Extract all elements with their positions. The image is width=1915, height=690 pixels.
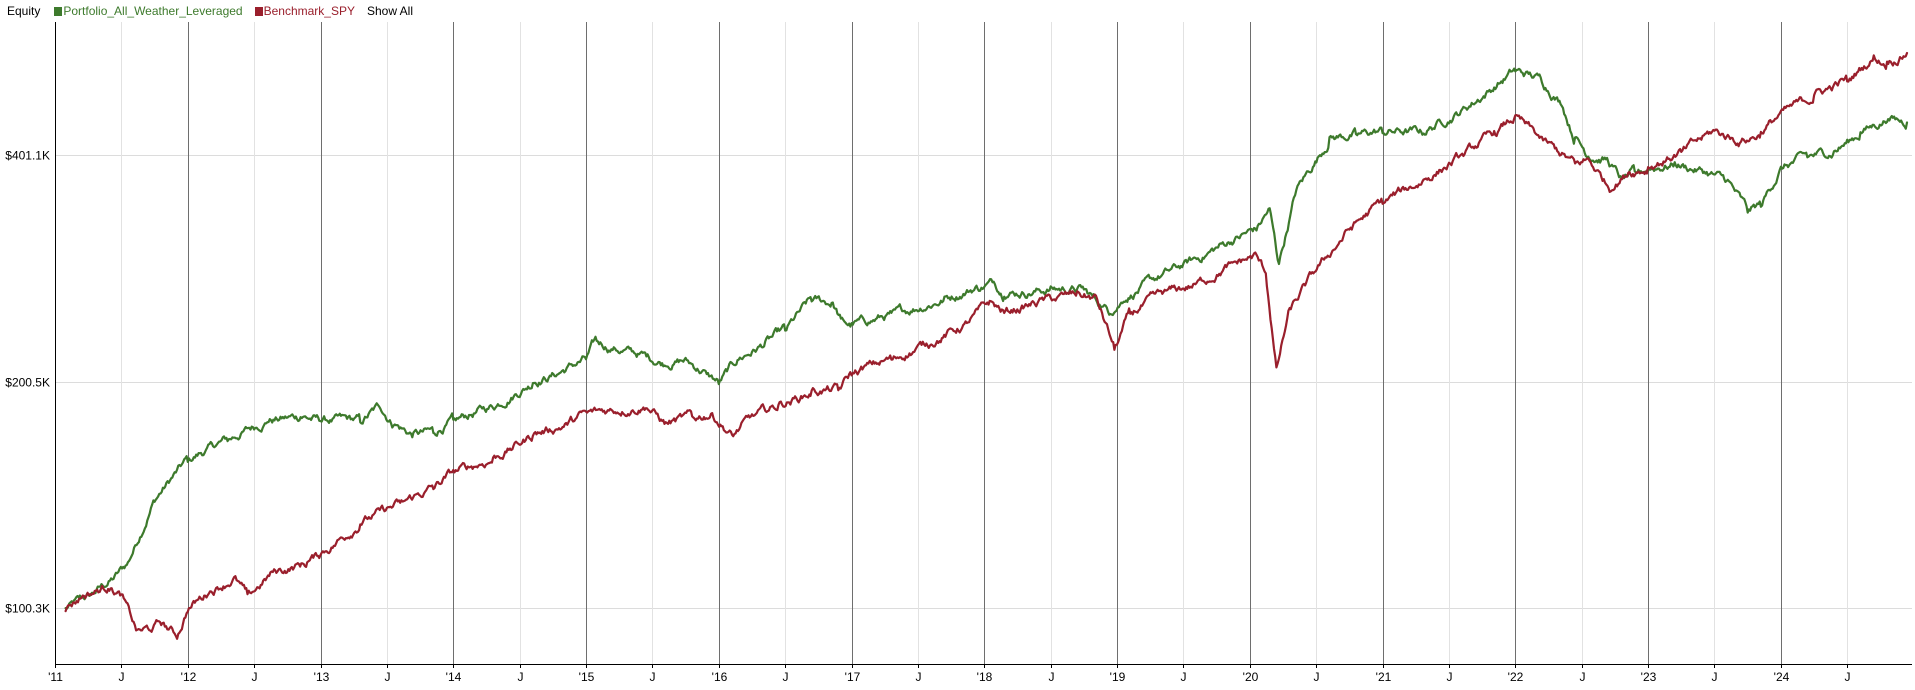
x-tick-label: J: [1712, 670, 1718, 684]
legend-label-benchmark: Benchmark_SPY: [263, 4, 355, 18]
y-tick-label: $200.5K: [5, 376, 50, 390]
chart-legend: Equity Portfolio_All_Weather_Leveraged B…: [7, 3, 413, 19]
x-tick-label: '15: [579, 670, 595, 684]
x-tick-label: J: [1580, 670, 1586, 684]
x-tick-label: '14: [446, 670, 462, 684]
series-line-portfolio: [64, 67, 1909, 610]
x-tick-label: '17: [845, 670, 861, 684]
x-tick-label: J: [1181, 670, 1187, 684]
x-tick-label: '24: [1774, 670, 1790, 684]
x-tick-label: '21: [1376, 670, 1392, 684]
x-tick-label: '18: [977, 670, 993, 684]
x-tick-label: J: [1049, 670, 1055, 684]
chart-title: Equity: [7, 4, 41, 18]
x-tick-label: J: [783, 670, 789, 684]
x-tick-label: '13: [314, 670, 330, 684]
y-tick-label: $100.3K: [5, 602, 50, 616]
series-line-benchmark: [64, 51, 1909, 640]
x-tick-label: '20: [1243, 670, 1259, 684]
legend-item-portfolio[interactable]: Portfolio_All_Weather_Leveraged: [54, 4, 243, 18]
legend-label-portfolio: Portfolio_All_Weather_Leveraged: [63, 4, 243, 18]
show-all-button[interactable]: Show All: [366, 4, 414, 18]
x-tick-label: J: [1845, 670, 1851, 684]
x-tick-label: '19: [1110, 670, 1126, 684]
legend-swatch-benchmark: [254, 6, 263, 16]
x-tick-label: '23: [1641, 670, 1657, 684]
x-tick-label: J: [1447, 670, 1453, 684]
y-tick-label: $401.1K: [5, 149, 50, 163]
x-tick-label: '22: [1508, 670, 1524, 684]
legend-item-benchmark[interactable]: Benchmark_SPY: [254, 4, 355, 18]
x-tick-label: J: [252, 670, 258, 684]
x-tick-label: J: [650, 670, 656, 684]
x-tick-label: J: [385, 670, 391, 684]
x-tick-label: '12: [181, 670, 197, 684]
legend-swatch-portfolio: [54, 6, 63, 16]
x-tick-label: '16: [712, 670, 728, 684]
x-tick-label: '11: [48, 670, 63, 684]
x-tick-label: J: [518, 670, 524, 684]
x-tick-label: J: [1314, 670, 1320, 684]
x-tick-label: J: [119, 670, 125, 684]
x-tick-label: J: [916, 670, 922, 684]
